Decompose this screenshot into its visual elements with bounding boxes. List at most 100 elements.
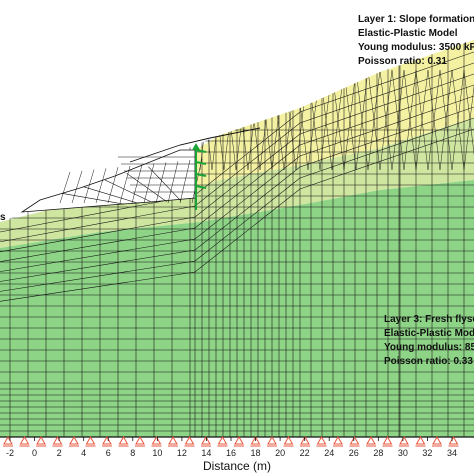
excavation-mesh-line — [107, 167, 119, 204]
anchor-rod — [195, 161, 207, 165]
x-tick-label: 18 — [251, 448, 261, 458]
layer1-model: Elastic-Plastic Model — [358, 28, 458, 39]
x-tick-label: 10 — [152, 448, 162, 458]
x-tick-label: 2 — [57, 448, 62, 458]
mesh-line-slope — [0, 51, 474, 233]
mesh-line-diagonal — [355, 69, 369, 171]
anchor-group — [192, 143, 207, 210]
pin-support-icon — [151, 435, 162, 445]
x-tick-label: 34 — [447, 448, 457, 458]
anchor-rod — [195, 173, 207, 177]
x-tick-label: -2 — [6, 448, 14, 458]
excavation-mesh-line — [119, 165, 131, 204]
excavation-mesh-line — [71, 170, 83, 204]
excavation-mesh-line — [104, 179, 153, 203]
mesh-line-diagonal — [343, 69, 357, 171]
pin-support-icon — [366, 435, 376, 445]
x-tick-label: 16 — [226, 448, 236, 458]
mesh-line-diagonal — [439, 69, 453, 171]
pin-support-icon — [349, 435, 360, 445]
mesh-line-diagonal — [367, 69, 381, 171]
pin-support-icon — [382, 435, 393, 445]
pin-support-icon — [135, 435, 145, 445]
mesh-line-diagonal — [451, 69, 465, 171]
mesh-line-diagonal — [391, 69, 405, 171]
layer3-poisson: Poisson ratio: 0.33 — [384, 356, 473, 367]
pin-support-icon — [283, 435, 294, 445]
layer1-poisson: Poisson ratio: 0.31 — [358, 56, 447, 67]
x-tick-label: 22 — [300, 448, 310, 458]
x-axis-ticks: -2 0 2 4 6 8 10 12 14 16 18 20 22 24 26 28 30 32 34 — [6, 437, 457, 458]
anchor-rod — [195, 149, 207, 153]
x-tick-label: 26 — [349, 448, 359, 458]
pin-support-icon — [36, 435, 46, 445]
x-tick-label: 20 — [275, 448, 285, 458]
layer1-annotation: Layer 1: Slope formation Elastic-Plastic… — [358, 14, 474, 67]
excavation-mesh-line — [167, 161, 179, 204]
excavation-mesh-line — [155, 162, 167, 204]
x-tick-label: 30 — [398, 448, 408, 458]
excavation-mesh-line — [61, 193, 125, 205]
left-label-fragment: s — [0, 212, 6, 223]
mesh-line-slope — [0, 73, 474, 253]
pin-support-icon — [250, 435, 261, 445]
boundary-supports — [3, 435, 459, 447]
pin-support-icon — [300, 435, 310, 445]
excavation-mesh-line — [83, 169, 95, 204]
pin-support-icon — [234, 435, 244, 445]
pin-support-icon — [118, 435, 129, 445]
excavation-mesh — [59, 156, 203, 205]
x-tick-label: 4 — [81, 448, 86, 458]
mesh-line-slope — [0, 128, 474, 302]
pin-support-icon — [102, 435, 112, 445]
mesh-line-slope — [0, 95, 474, 272]
pin-support-icon — [168, 435, 178, 445]
mesh-line-slope — [0, 117, 474, 292]
x-axis-title: Distance (m) — [203, 459, 271, 473]
pin-support-icon — [69, 435, 79, 445]
x-tick-label: 0 — [32, 448, 37, 458]
layer1-title: Layer 1: Slope formation — [358, 14, 474, 25]
mesh-line-diagonal — [427, 69, 441, 171]
x-tick-label: 6 — [106, 448, 111, 458]
x-tick-label: 28 — [373, 448, 383, 458]
x-tick-label: 12 — [177, 448, 187, 458]
excavation-mesh-line — [83, 186, 139, 204]
pin-support-icon — [399, 435, 409, 445]
anchor-arrow-icon — [192, 143, 200, 150]
mesh-line-diagonal — [403, 69, 417, 171]
mesh-line-diagonal — [379, 69, 393, 171]
pin-support-icon — [316, 435, 327, 445]
excavation-mesh-line — [143, 163, 155, 204]
mesh-line-slope — [0, 106, 474, 282]
excavation-mesh-line — [131, 164, 143, 204]
pin-support-icon — [448, 435, 459, 445]
excavation-mesh-line — [95, 168, 107, 204]
pin-support-icon — [217, 435, 228, 445]
x-tick-label: 32 — [422, 448, 432, 458]
mesh-line-slope — [0, 84, 474, 262]
pin-support-icon — [267, 435, 277, 445]
excavation-mesh-line — [148, 166, 182, 202]
pin-support-icon — [415, 435, 426, 445]
pin-support-icon — [52, 435, 63, 445]
original-ground-line — [129, 127, 261, 163]
pin-support-icon — [184, 435, 195, 445]
pin-support-icon — [201, 435, 211, 445]
anchor-rod — [195, 185, 207, 189]
pin-support-icon — [333, 435, 343, 445]
x-tick-label: 8 — [130, 448, 135, 458]
pin-support-icon — [85, 435, 96, 445]
mesh-line-diagonal — [415, 69, 429, 171]
layer3-young: Young modulus: 85 — [384, 342, 474, 353]
layer1-young: Young modulus: 3500 kPa — [358, 42, 474, 53]
excavation-mesh-line — [59, 171, 71, 204]
x-tick-label: 24 — [324, 448, 334, 458]
pin-support-icon — [432, 435, 442, 445]
pin-support-icon — [3, 435, 13, 445]
layer3-annotation: Layer 3: Fresh flysch Elastic-Plastic Mo… — [384, 314, 474, 367]
layer3-model: Elastic-Plastic Model — [384, 328, 474, 339]
excavation-mesh-line — [179, 159, 191, 204]
